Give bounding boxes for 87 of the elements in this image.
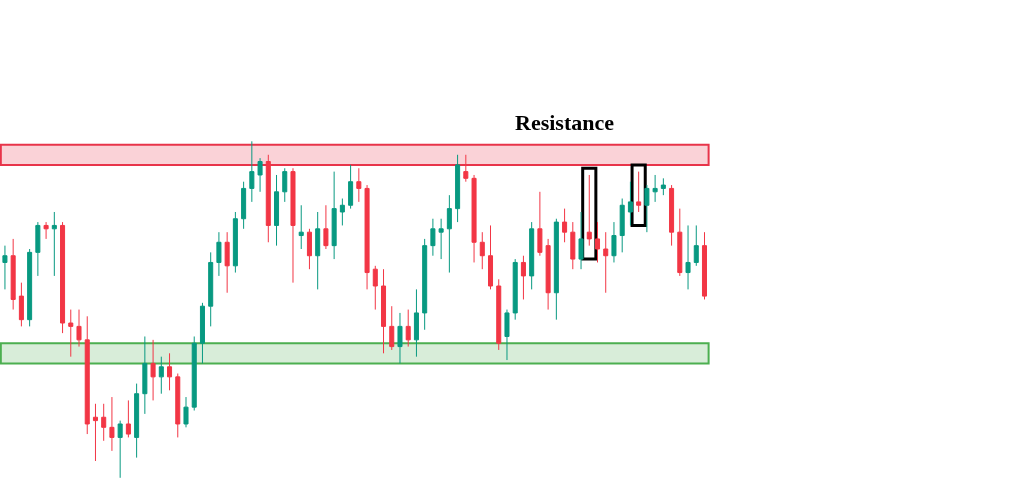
candlestick [553,218,559,321]
candlestick [76,309,82,348]
candlestick [422,238,428,331]
candlestick [372,265,378,311]
candlestick [578,211,584,270]
candlestick [315,211,321,290]
candlestick [594,221,601,263]
candlestick [331,171,337,260]
candlestick [677,208,683,277]
candlestick [199,302,205,364]
candlestick [455,154,461,223]
candlestick [158,356,164,395]
candlestick [389,305,395,351]
candlestick [397,312,403,364]
band-label: Resistance [515,110,615,135]
candlestick [529,221,535,290]
candlestick [51,211,57,277]
candlestick [537,191,543,257]
candlestick [562,208,568,243]
candlestick [611,221,617,263]
candlestick [619,198,625,253]
candlestick [274,174,280,247]
candlestick [290,167,296,284]
candlestick [512,258,518,321]
candlestick [35,221,41,277]
candlestick [43,221,49,240]
candlestick [298,204,304,250]
candlestick [488,224,494,290]
candlestick [282,167,288,203]
candlestick [586,174,592,247]
candlestick [463,154,469,183]
candlestick [693,224,699,267]
candlestick [471,174,477,263]
candlestick [504,309,510,361]
candlestick [627,181,633,226]
candlestick [183,396,189,428]
candlestick [446,194,452,274]
candlestick [603,231,609,294]
candlestick [348,164,354,210]
candlestick [117,420,123,479]
candlestick [479,231,485,270]
candlestick [27,248,33,327]
candlestick [685,224,691,290]
candlestick [430,218,436,257]
candlestick [84,315,90,435]
candlestick [496,278,502,351]
candlestick [405,309,411,348]
candlestick [413,288,419,358]
candlestick [265,154,271,243]
candlestick [669,184,675,247]
candlestick [636,171,642,213]
candlestick [18,282,24,327]
candlestick [249,140,255,203]
candlestick [224,231,230,294]
candlestick [175,373,181,438]
candlestick [644,184,650,233]
candlestick [167,352,173,391]
candlestick [109,396,115,452]
candlestick [323,204,329,250]
candlestick [2,245,8,290]
candlestick [216,231,222,277]
candlestick [142,335,148,415]
candlestick [241,181,247,230]
candlestick [701,231,708,300]
candlestick [381,268,387,354]
candlestick [652,174,658,203]
candlestick [339,198,345,226]
candlestick [356,167,362,203]
candlestick [438,218,444,260]
candlestick [10,238,16,311]
candlestick [68,309,74,358]
candlestick [545,238,551,311]
candlestick [208,251,214,327]
candlestick [92,403,98,462]
candlestick [101,403,107,442]
candlestick [520,255,526,300]
candlestick [306,228,312,270]
candlestick [134,383,140,459]
candlestick [257,157,263,193]
candlestick [364,184,370,290]
candlestick [150,339,156,401]
candlestick [60,221,66,334]
candlestick [232,211,238,274]
candlestick [125,399,131,438]
candlestick [660,177,666,196]
candlestick [570,221,576,270]
candlestick [191,335,197,412]
